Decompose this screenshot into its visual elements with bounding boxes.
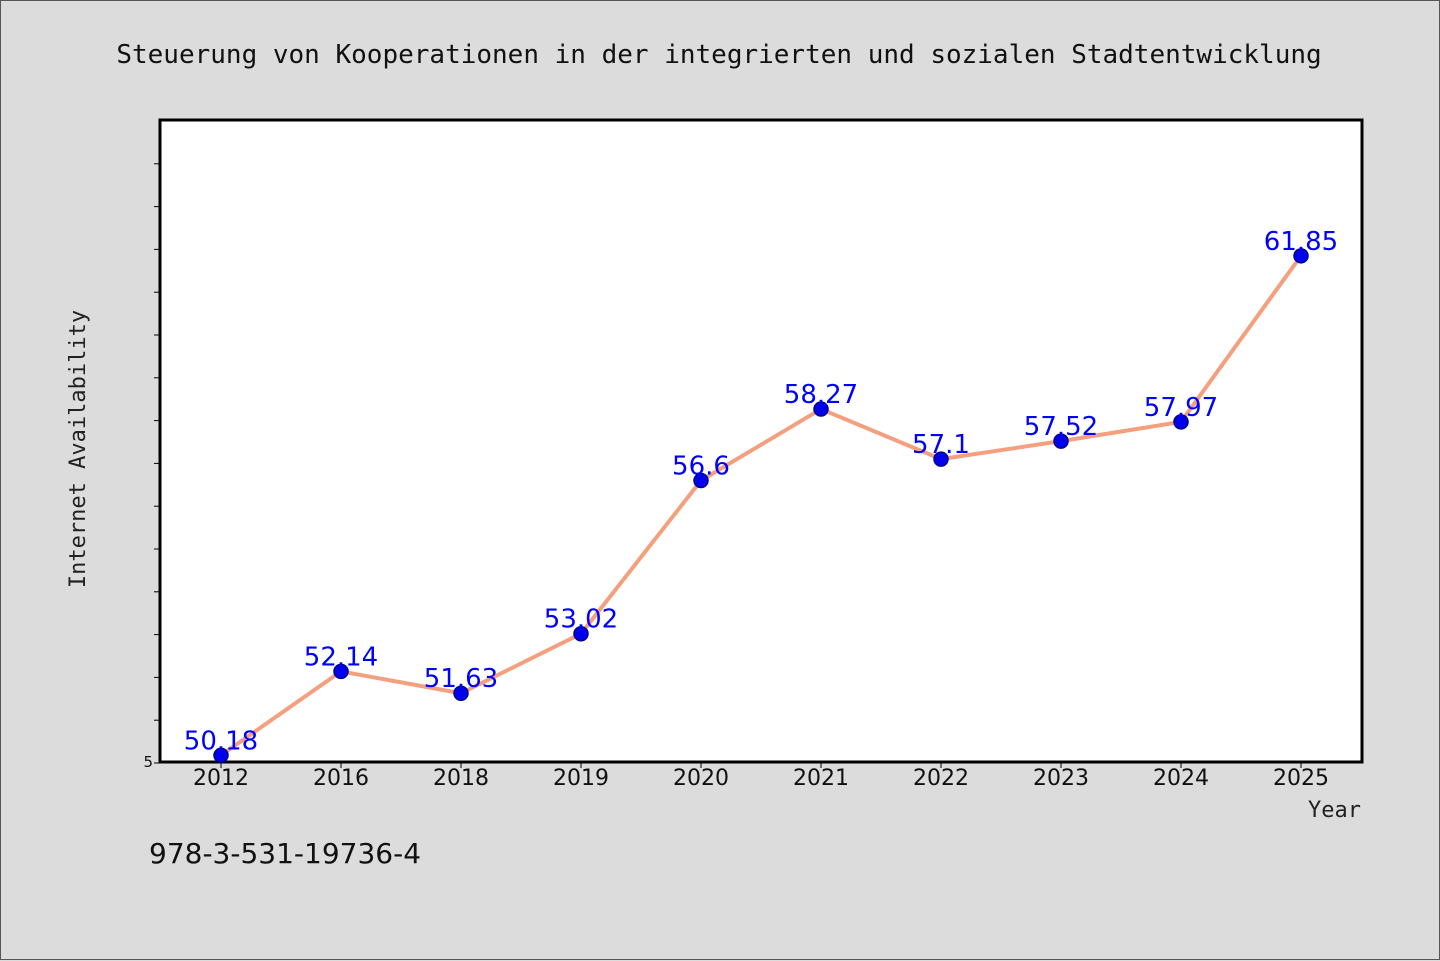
series-line bbox=[219, 254, 1303, 757]
data-point bbox=[933, 451, 949, 467]
plot-area bbox=[158, 118, 1364, 764]
x-axis-ticks: 2012 2016 2018 2019 2020 2021 2022 2023 2024 2025 bbox=[193, 762, 1329, 791]
data-point bbox=[333, 663, 349, 680]
x-tick-label: 2022 bbox=[913, 766, 969, 791]
data-label: 58.27 bbox=[784, 380, 858, 410]
data-label: 57.52 bbox=[1024, 412, 1098, 442]
x-tick-label: 2023 bbox=[1033, 766, 1089, 791]
x-tick-label: 2012 bbox=[193, 766, 249, 791]
data-point bbox=[1053, 433, 1069, 449]
x-tick-label: 2021 bbox=[793, 766, 849, 791]
x-tick-label: 2025 bbox=[1273, 766, 1329, 791]
x-tick-label: 2019 bbox=[553, 766, 609, 791]
data-label: 50.18 bbox=[184, 726, 258, 756]
y-tick-label: 5 bbox=[143, 753, 153, 771]
data-point bbox=[693, 472, 709, 489]
data-label: 56.6 bbox=[672, 452, 730, 482]
data-label: 51.63 bbox=[424, 664, 498, 694]
data-label: 57.97 bbox=[1144, 393, 1218, 423]
data-point bbox=[813, 401, 829, 417]
data-point bbox=[453, 685, 469, 701]
x-tick-label: 2016 bbox=[313, 766, 369, 791]
data-label: 53.02 bbox=[544, 605, 618, 635]
isbn-footnote: 978-3-531-19736-4 bbox=[149, 837, 421, 870]
x-tick-label: 2020 bbox=[673, 766, 729, 791]
data-point bbox=[1293, 248, 1309, 264]
chart-title: Steuerung von Kooperationen in der integ… bbox=[116, 40, 1321, 70]
series-layer: 50.18 52.14 51.63 53.02 56.6 58.27 57.1 57.52 57… bbox=[184, 227, 1338, 764]
data-point bbox=[573, 625, 589, 642]
data-point bbox=[213, 747, 229, 764]
data-label: 52.14 bbox=[304, 642, 378, 672]
data-label: 57.1 bbox=[912, 430, 970, 460]
y-axis-label: Internet Availability bbox=[66, 310, 91, 588]
x-tick-label: 2018 bbox=[433, 766, 489, 791]
data-point bbox=[1173, 414, 1189, 430]
x-tick-label: 2024 bbox=[1153, 766, 1209, 791]
data-label: 61.85 bbox=[1264, 227, 1338, 257]
y-axis-ticks bbox=[154, 163, 160, 764]
x-axis-label: Year bbox=[1308, 798, 1361, 823]
